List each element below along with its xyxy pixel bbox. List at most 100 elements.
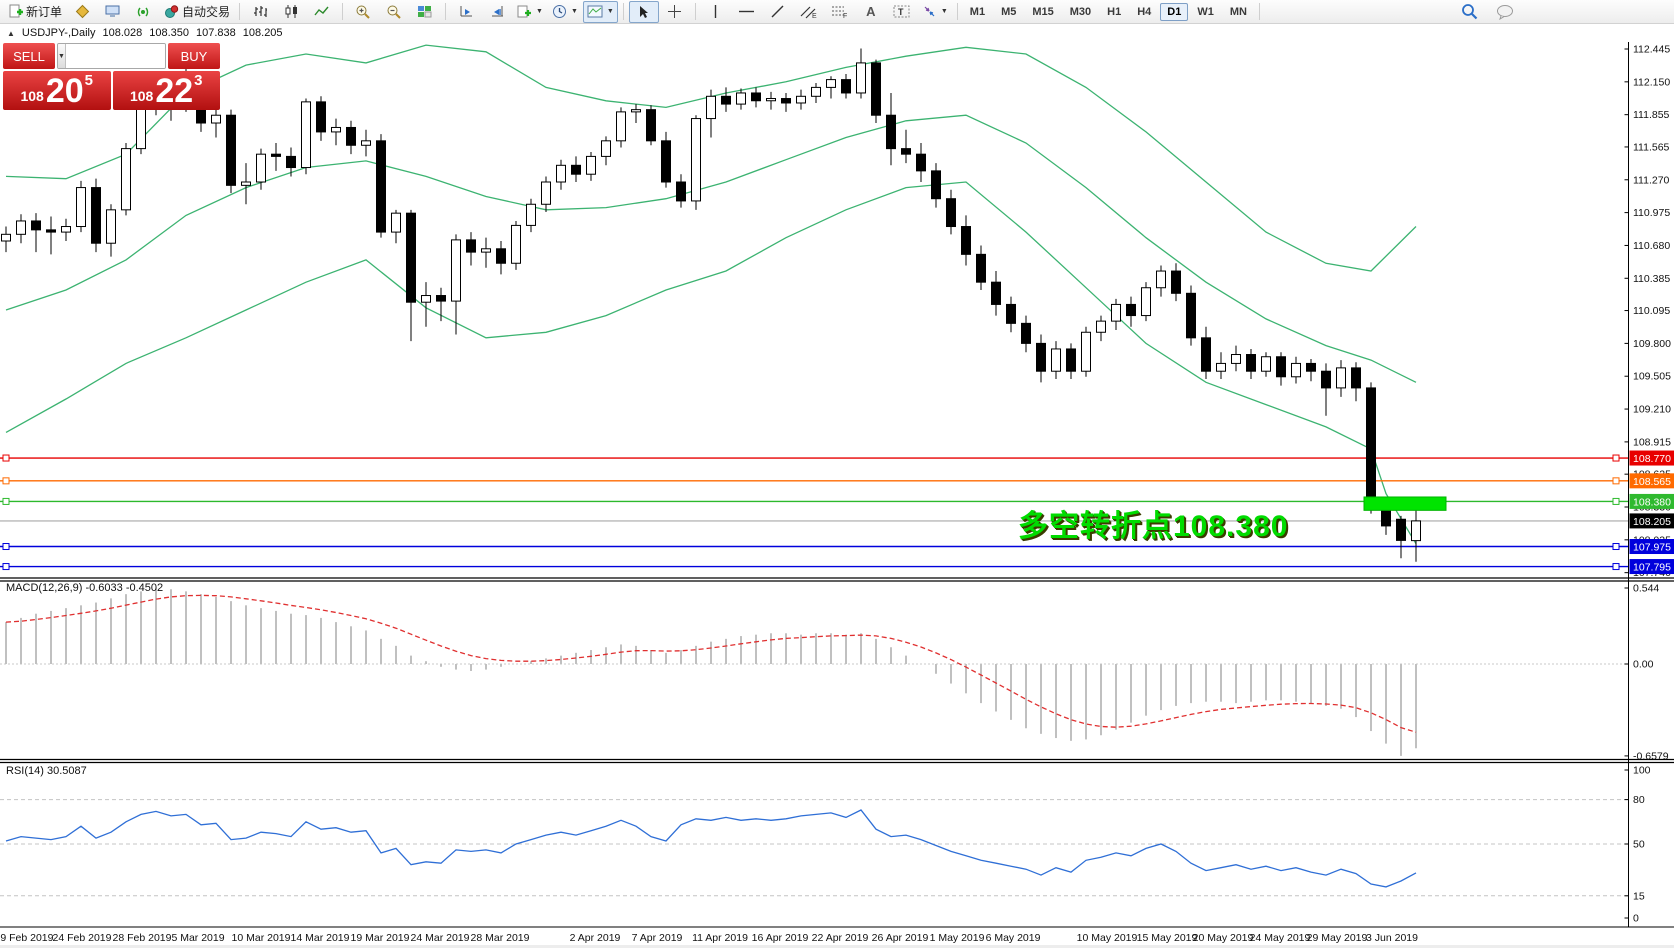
candle-body xyxy=(436,295,446,302)
candle-body xyxy=(541,181,551,205)
tf-m15-button[interactable]: M15 xyxy=(1032,5,1054,18)
candle-body xyxy=(346,126,356,146)
tf-m1-button[interactable]: M1 xyxy=(969,5,986,18)
collapse-icon[interactable]: ▲ xyxy=(7,28,15,38)
rsi-pane: 100 80 50 15 0 xyxy=(0,765,1651,925)
date-label: 14 Mar 2019 xyxy=(291,932,350,944)
channel-button[interactable]: E xyxy=(794,1,824,23)
crosshair-button[interactable] xyxy=(660,1,690,23)
tf-mn-button[interactable]: MN xyxy=(1229,5,1247,18)
axis-tick-label: 112.445 xyxy=(1633,44,1670,56)
tile-windows-button[interactable] xyxy=(410,1,440,23)
candle-body xyxy=(811,86,821,97)
autotrading-button[interactable]: 自动交易 xyxy=(160,1,234,23)
candlestick-chart-button[interactable] xyxy=(276,1,306,23)
arrows-button[interactable]: ▼ xyxy=(918,1,952,23)
date-label: 29 May 2019 xyxy=(1307,932,1368,944)
new-order-button[interactable]: 新订单 xyxy=(4,1,66,23)
profile-button[interactable] xyxy=(67,1,97,23)
bar-chart-button[interactable] xyxy=(245,1,275,23)
price-line-label: 107.795 xyxy=(1633,562,1671,574)
search-icon xyxy=(1461,4,1477,20)
tf-m30-button[interactable]: M30 xyxy=(1069,5,1092,18)
sell-price-base: 108 xyxy=(20,88,44,104)
candle-body xyxy=(931,170,941,200)
tf-m5-button[interactable]: M5 xyxy=(1001,5,1017,18)
one-click-trade-panel: SELL ▼ ▲ BUY 108 20 5 108 22 3 xyxy=(3,43,220,110)
search-button[interactable] xyxy=(1454,1,1484,23)
new-chart-button[interactable]: ▼ xyxy=(513,1,547,23)
candle-body xyxy=(706,95,716,120)
line-chart-button[interactable] xyxy=(307,1,337,23)
sell-button[interactable]: SELL xyxy=(3,43,55,69)
candle-body xyxy=(1216,362,1226,372)
zoom-in-button[interactable] xyxy=(348,1,378,23)
fibonacci-button[interactable]: F xyxy=(825,1,855,23)
vertical-line-button[interactable] xyxy=(701,1,731,23)
trendline-icon xyxy=(771,5,784,18)
candle-body xyxy=(1036,342,1046,372)
toolbar-separator xyxy=(1258,3,1260,20)
periods-button[interactable]: ▼ xyxy=(548,1,582,23)
candle-body xyxy=(736,92,746,105)
trendline-button[interactable] xyxy=(763,1,793,23)
tf-h1-button[interactable]: H1 xyxy=(1107,5,1122,18)
chart-shift-button[interactable] xyxy=(451,1,481,23)
candle-body xyxy=(631,109,641,113)
volume-decrease-button[interactable]: ▼ xyxy=(58,44,66,68)
date-label: 2 Apr 2019 xyxy=(570,932,621,944)
date-label: 28 Mar 2019 xyxy=(471,932,530,944)
text-label-button[interactable]: T xyxy=(887,1,917,23)
buy-button[interactable]: BUY xyxy=(168,43,220,69)
date-axis: 19 Feb 2019 24 Feb 2019 28 Feb 2019 5 Mar 2… xyxy=(0,932,1418,944)
new-order-icon xyxy=(9,4,23,18)
line-anchor xyxy=(2,497,10,505)
cursor-button[interactable] xyxy=(628,0,659,23)
price-line-label: 107.975 xyxy=(1633,542,1671,554)
horizontal-lines xyxy=(0,454,1629,571)
axis-tick-label: 108.915 xyxy=(1633,436,1671,448)
dropdown-caret-icon: ▼ xyxy=(570,8,578,15)
horizontal-line-button[interactable] xyxy=(732,1,762,23)
templates-button[interactable]: ▼ xyxy=(582,0,618,23)
market-watch-button[interactable] xyxy=(98,1,128,23)
candle-body xyxy=(1066,348,1076,372)
date-label: 24 Feb 2019 xyxy=(53,932,112,944)
macd-axis-label: 0.544 xyxy=(1633,583,1659,595)
chart-shift-icon xyxy=(460,6,472,17)
clock-icon xyxy=(552,5,566,18)
candle-body xyxy=(556,164,566,183)
zoom-out-button[interactable] xyxy=(379,1,409,23)
date-label: 16 Apr 2019 xyxy=(752,932,809,944)
candle-body xyxy=(121,148,131,211)
candle-body xyxy=(256,153,266,183)
rsi-axis-label: 50 xyxy=(1633,839,1645,851)
tf-d1-button[interactable]: D1 xyxy=(1160,2,1189,21)
sell-price[interactable]: 108 20 5 xyxy=(3,71,111,110)
tf-w1-button[interactable]: W1 xyxy=(1197,5,1214,18)
candle-body xyxy=(886,114,896,150)
candle-body xyxy=(796,95,806,104)
candle-body xyxy=(616,111,626,142)
signals-button[interactable] xyxy=(129,1,159,23)
chat-button[interactable] xyxy=(1490,1,1520,23)
buy-price[interactable]: 108 22 3 xyxy=(112,71,220,110)
bar-chart-icon xyxy=(253,6,267,17)
axis-tick-label: 111.270 xyxy=(1633,174,1670,186)
price-line-label-bg xyxy=(1629,513,1674,529)
candle-body xyxy=(781,98,791,104)
rsi-axis-label: 15 xyxy=(1633,890,1645,902)
open-value: 108.028 xyxy=(102,27,143,39)
tf-h4-button[interactable]: H4 xyxy=(1137,5,1152,18)
price-line-label: 108.770 xyxy=(1633,453,1671,465)
candle-body xyxy=(1126,303,1136,317)
volume-input[interactable] xyxy=(65,44,165,68)
candle-body xyxy=(1411,520,1421,542)
candle-body xyxy=(271,153,281,157)
auto-scroll-button[interactable] xyxy=(482,1,512,23)
monitor-icon xyxy=(105,5,120,17)
text-button[interactable]: A xyxy=(856,1,886,23)
candle-body xyxy=(286,155,296,169)
candle-body xyxy=(1081,331,1091,372)
